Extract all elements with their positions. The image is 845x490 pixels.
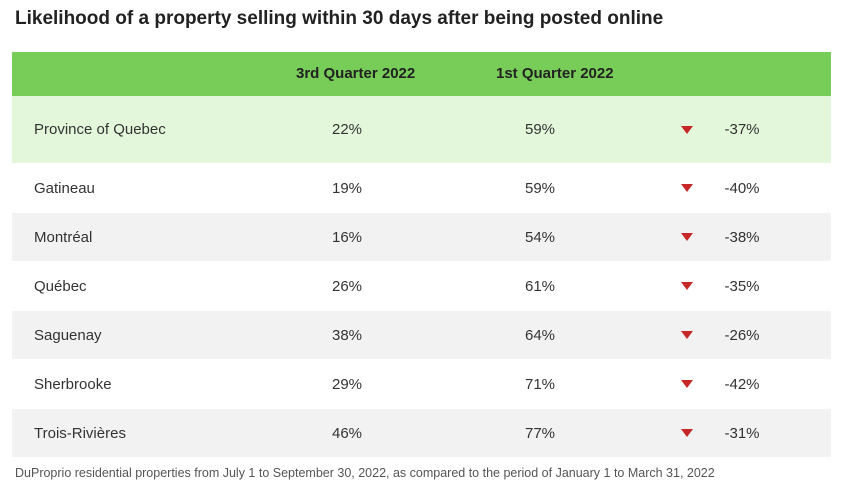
region-label: Trois-Rivières [34,424,126,442]
q3-2022-value: 29% [331,375,363,393]
down-triangle-icon [681,331,693,339]
q1-2022-value: 71% [524,375,556,393]
table-row: Saguenay 38% 64% -26% [12,311,831,359]
change-value: -35% [724,277,760,295]
q1-2022-value: 61% [524,277,556,295]
q1-2022-value: 59% [524,179,556,197]
down-triangle-icon [681,282,693,290]
change-value: -38% [724,228,760,246]
decrease-arrow-cell [680,164,694,212]
down-triangle-icon [681,125,693,134]
q1-2022-value: 54% [524,228,556,246]
table-body: Province of Quebec 22% 59% -37% Gatineau 19% 5… [12,96,831,457]
q3-2022-value: 22% [331,121,363,138]
down-triangle-icon [681,429,693,437]
comparison-table: 3rd Quarter 2022 1st Quarter 2022 Provin… [12,52,831,457]
decrease-arrow-cell [680,262,694,310]
change-value: -31% [724,424,760,442]
q1-2022-value: 59% [524,121,556,138]
change-value: -42% [724,375,760,393]
table-row: Province of Quebec 22% 59% -37% [12,96,831,163]
column-header-q3-2022: 3rd Quarter 2022 [296,65,416,82]
table-header-row: 3rd Quarter 2022 1st Quarter 2022 [12,52,831,96]
decrease-arrow-cell [680,360,694,408]
decrease-arrow-cell [680,311,694,359]
q3-2022-value: 16% [331,228,363,246]
chart-title: Likelihood of a property selling within … [15,8,664,29]
change-value: -37% [724,121,760,138]
change-value: -26% [724,326,760,344]
table-row: Québec 26% 61% -35% [12,262,831,310]
table-row: Montréal 16% 54% -38% [12,213,831,261]
table-row: Sherbrooke 29% 71% -42% [12,360,831,408]
decrease-arrow-cell [680,96,694,163]
decrease-arrow-cell [680,213,694,261]
down-triangle-icon [681,184,693,192]
q1-2022-value: 77% [524,424,556,442]
region-label: Province of Quebec [34,121,166,138]
decrease-arrow-cell [680,409,694,457]
region-label: Gatineau [34,179,95,197]
q3-2022-value: 19% [331,179,363,197]
table-row: Trois-Rivières 46% 77% -31% [12,409,831,457]
q3-2022-value: 26% [331,277,363,295]
down-triangle-icon [681,380,693,388]
down-triangle-icon [681,233,693,241]
table-row: Gatineau 19% 59% -40% [12,164,831,212]
q3-2022-value: 46% [331,424,363,442]
region-label: Sherbrooke [34,375,112,393]
region-label: Saguenay [34,326,102,344]
footnote: DuProprio residential properties from Ju… [15,466,715,480]
q1-2022-value: 64% [524,326,556,344]
region-label: Québec [34,277,87,295]
change-value: -40% [724,179,760,197]
region-label: Montréal [34,228,93,246]
q3-2022-value: 38% [331,326,363,344]
column-header-q1-2022: 1st Quarter 2022 [496,65,614,82]
